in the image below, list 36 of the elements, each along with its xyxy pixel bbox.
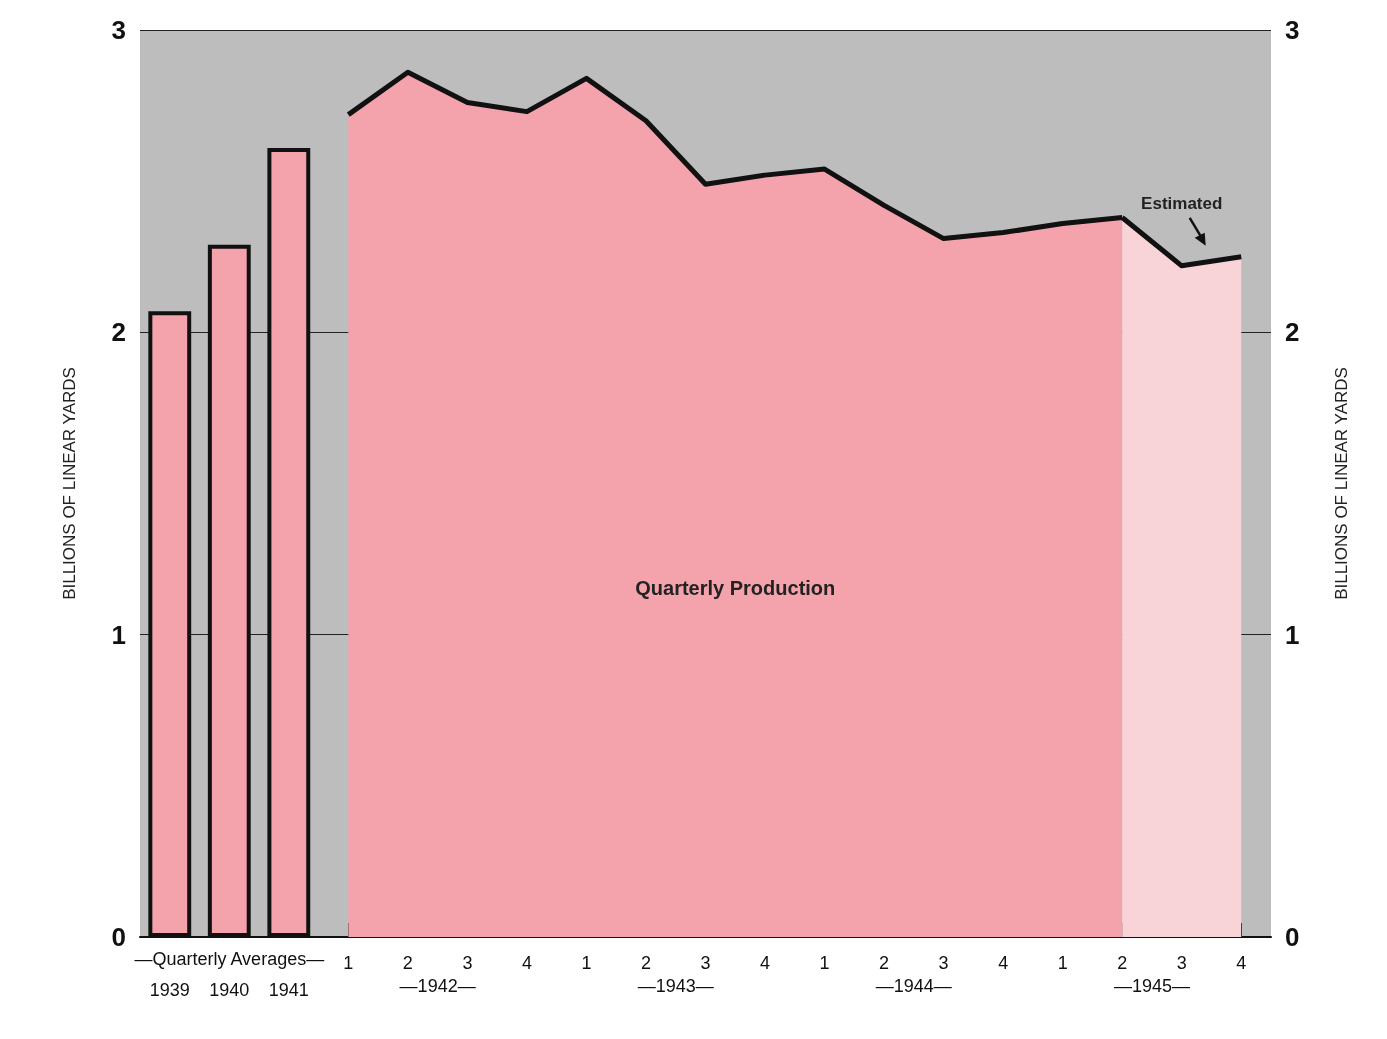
y-tick-label: 1 (111, 619, 126, 650)
x-tick-label: 3 (700, 952, 711, 973)
y-axis-title: BILLIONS OF LINEAR YARDS (60, 367, 79, 600)
x-tick-label: 4 (998, 952, 1009, 973)
series-label: Estimated (1141, 194, 1223, 214)
text: —1945— (1113, 976, 1190, 996)
y2-tick-label: 0 (1285, 922, 1300, 952)
x-tick-label: 4 (760, 952, 771, 973)
text: —1944— (875, 976, 952, 996)
x-tick-label: 1939 (149, 979, 190, 1000)
x-tick-label: 1 (1057, 952, 1068, 973)
x-tick-label: 3 (938, 952, 949, 973)
text: —Quarterly Averages— (134, 949, 325, 969)
x-tick-label: 2 (402, 952, 413, 973)
y-tick-label: 2 (111, 317, 126, 348)
x-tick-label: 2 (640, 952, 651, 973)
x-tick-label: 4 (521, 952, 532, 973)
y2-tick-label: 1 (1285, 619, 1300, 650)
y2-axis-title: BILLIONS OF LINEAR YARDS (1332, 367, 1351, 600)
x-tick-label: 1 (581, 952, 592, 973)
text: —1942— (399, 976, 476, 996)
x-tick-label: 4 (1236, 952, 1247, 973)
y2-tick-label: 2 (1285, 317, 1300, 348)
y-tick-label: 0 (111, 922, 126, 952)
series-label: Quarterly Production (635, 576, 836, 599)
y-tick-label: 3 (111, 15, 126, 45)
x-tick-label: 1941 (268, 979, 309, 1000)
x-tick-label: 1940 (209, 979, 250, 1000)
x-tick-label: 3 (462, 952, 473, 973)
x-tick-label: 1 (819, 952, 830, 973)
y2-tick-label: 3 (1285, 15, 1300, 45)
text: —1943— (637, 976, 714, 996)
x-tick-label: 1 (343, 952, 354, 973)
x-tick-label: 2 (879, 952, 890, 973)
x-tick-label: 2 (1117, 952, 1128, 973)
x-tick-label: 3 (1176, 952, 1187, 973)
